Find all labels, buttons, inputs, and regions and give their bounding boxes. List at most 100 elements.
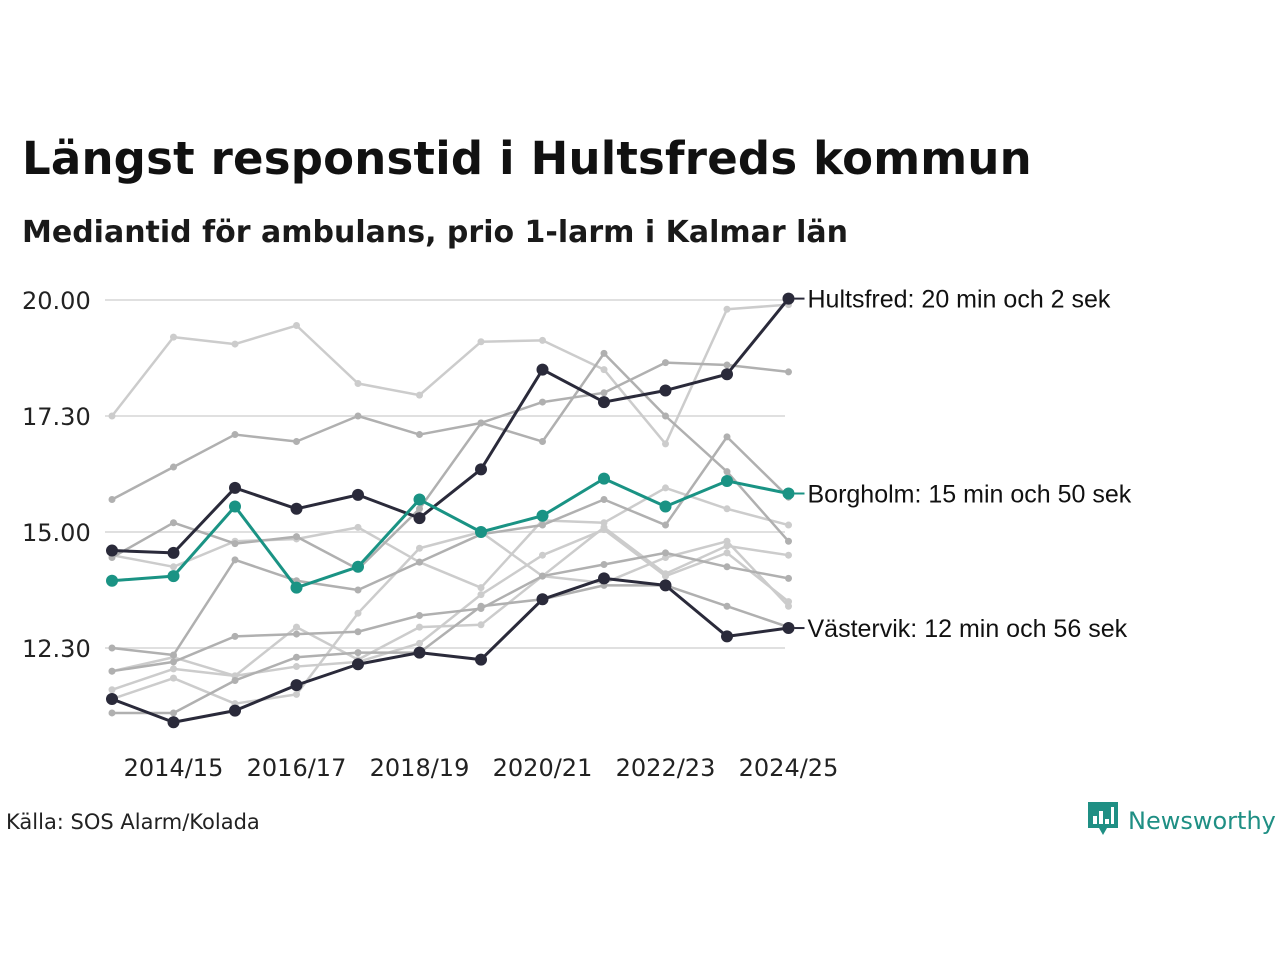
data-point [413,512,426,525]
data-point [290,581,303,594]
data-point [723,361,731,369]
data-point [413,493,426,506]
data-point [721,630,733,643]
data-point [539,336,546,344]
data-point [170,658,177,666]
data-point [598,396,610,409]
data-point [293,623,300,631]
data-point [723,305,731,313]
data-point [108,412,116,420]
y-tick-label: 15.00 [22,519,91,547]
series-gray-6 [108,549,792,675]
data-point [229,704,241,717]
data-point [170,463,177,471]
series-gray-1 [108,301,792,448]
x-tick-label: 2022/23 [616,754,716,782]
series-line [111,297,790,555]
data-point [662,412,669,420]
x-tick-label: 2020/21 [493,754,593,782]
data-point [416,623,423,631]
data-point [108,686,116,694]
series-hultsfred [106,292,795,559]
series-line [111,528,790,691]
data-point [416,612,423,620]
data-point [475,463,487,476]
data-point [170,651,177,659]
series-vastervik [106,572,795,729]
series-gray-2 [108,359,792,504]
data-point [416,558,423,566]
data-point [170,665,177,673]
y-tick-label: 20.00 [22,287,91,315]
data-point [106,544,118,557]
brand-name: Newsworthy [1128,807,1276,835]
data-point [354,380,362,388]
source-note: Källa: SOS Alarm/Kolada [6,810,260,834]
data-point [539,398,546,406]
data-point [477,591,485,599]
x-axis-tick-labels: 2014/15 2016/17 2018/19 2020/21 2022/23 2024/… [124,754,839,782]
series-end-label: Västervik: 12 min och 56 sek [808,615,1128,643]
data-point [721,474,733,487]
data-point [352,560,364,573]
y-tick-label: 12.30 [22,635,91,663]
data-point [170,709,177,717]
data-point [293,653,300,661]
data-point [659,384,672,397]
data-point [539,551,546,559]
data-point [477,621,485,629]
data-point [229,500,241,513]
y-tick-label: 17.30 [22,403,91,431]
data-point [416,639,423,647]
data-point [352,488,364,501]
grid-lines [105,299,785,649]
data-point [231,431,239,439]
data-point [662,484,669,492]
data-point [782,487,795,500]
data-point [785,537,792,545]
data-point [413,646,426,659]
x-tick-label: 2014/15 [124,754,224,782]
x-tick-label: 2024/25 [739,754,839,782]
series-line [111,551,789,673]
data-point [539,521,546,529]
data-point [167,546,180,559]
data-point [662,521,669,529]
data-point [477,338,485,346]
data-point [536,509,549,522]
data-point [723,549,731,557]
data-point [477,602,485,610]
data-point [662,359,669,367]
data-point [170,563,177,571]
data-point [167,716,180,729]
data-point [600,349,608,357]
chart-title: Längst responstid i Hultsfreds kommun [22,132,1032,185]
data-point [293,663,300,671]
data-point [721,368,733,381]
data-point [354,523,362,531]
data-point [290,679,303,692]
series-line [111,435,790,657]
data-point [785,598,792,606]
data-point [293,438,300,446]
data-point [293,630,300,638]
data-point [475,653,487,666]
data-point [539,438,546,446]
data-point [354,586,362,594]
data-point [598,572,610,585]
data-point [662,440,669,448]
data-point [416,544,423,552]
data-point [785,521,792,529]
data-point [782,292,795,305]
data-point [170,519,177,527]
data-point [536,593,549,606]
series-end-label: Borgholm: 15 min och 50 sek [808,480,1132,508]
data-point [600,560,608,568]
data-point [416,431,423,439]
series-gray-10 [108,581,792,717]
data-point [231,632,239,640]
series-end-labels: Hultsfred: 20 min och 2 sek Borgholm: 15 … [794,286,1132,643]
data-point [231,340,239,348]
data-point [416,391,423,399]
